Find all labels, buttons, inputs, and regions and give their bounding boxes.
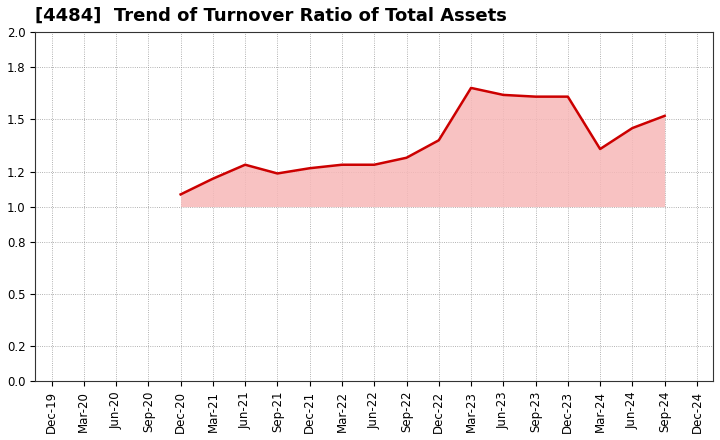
Text: [4484]  Trend of Turnover Ratio of Total Assets: [4484] Trend of Turnover Ratio of Total … (35, 7, 508, 25)
